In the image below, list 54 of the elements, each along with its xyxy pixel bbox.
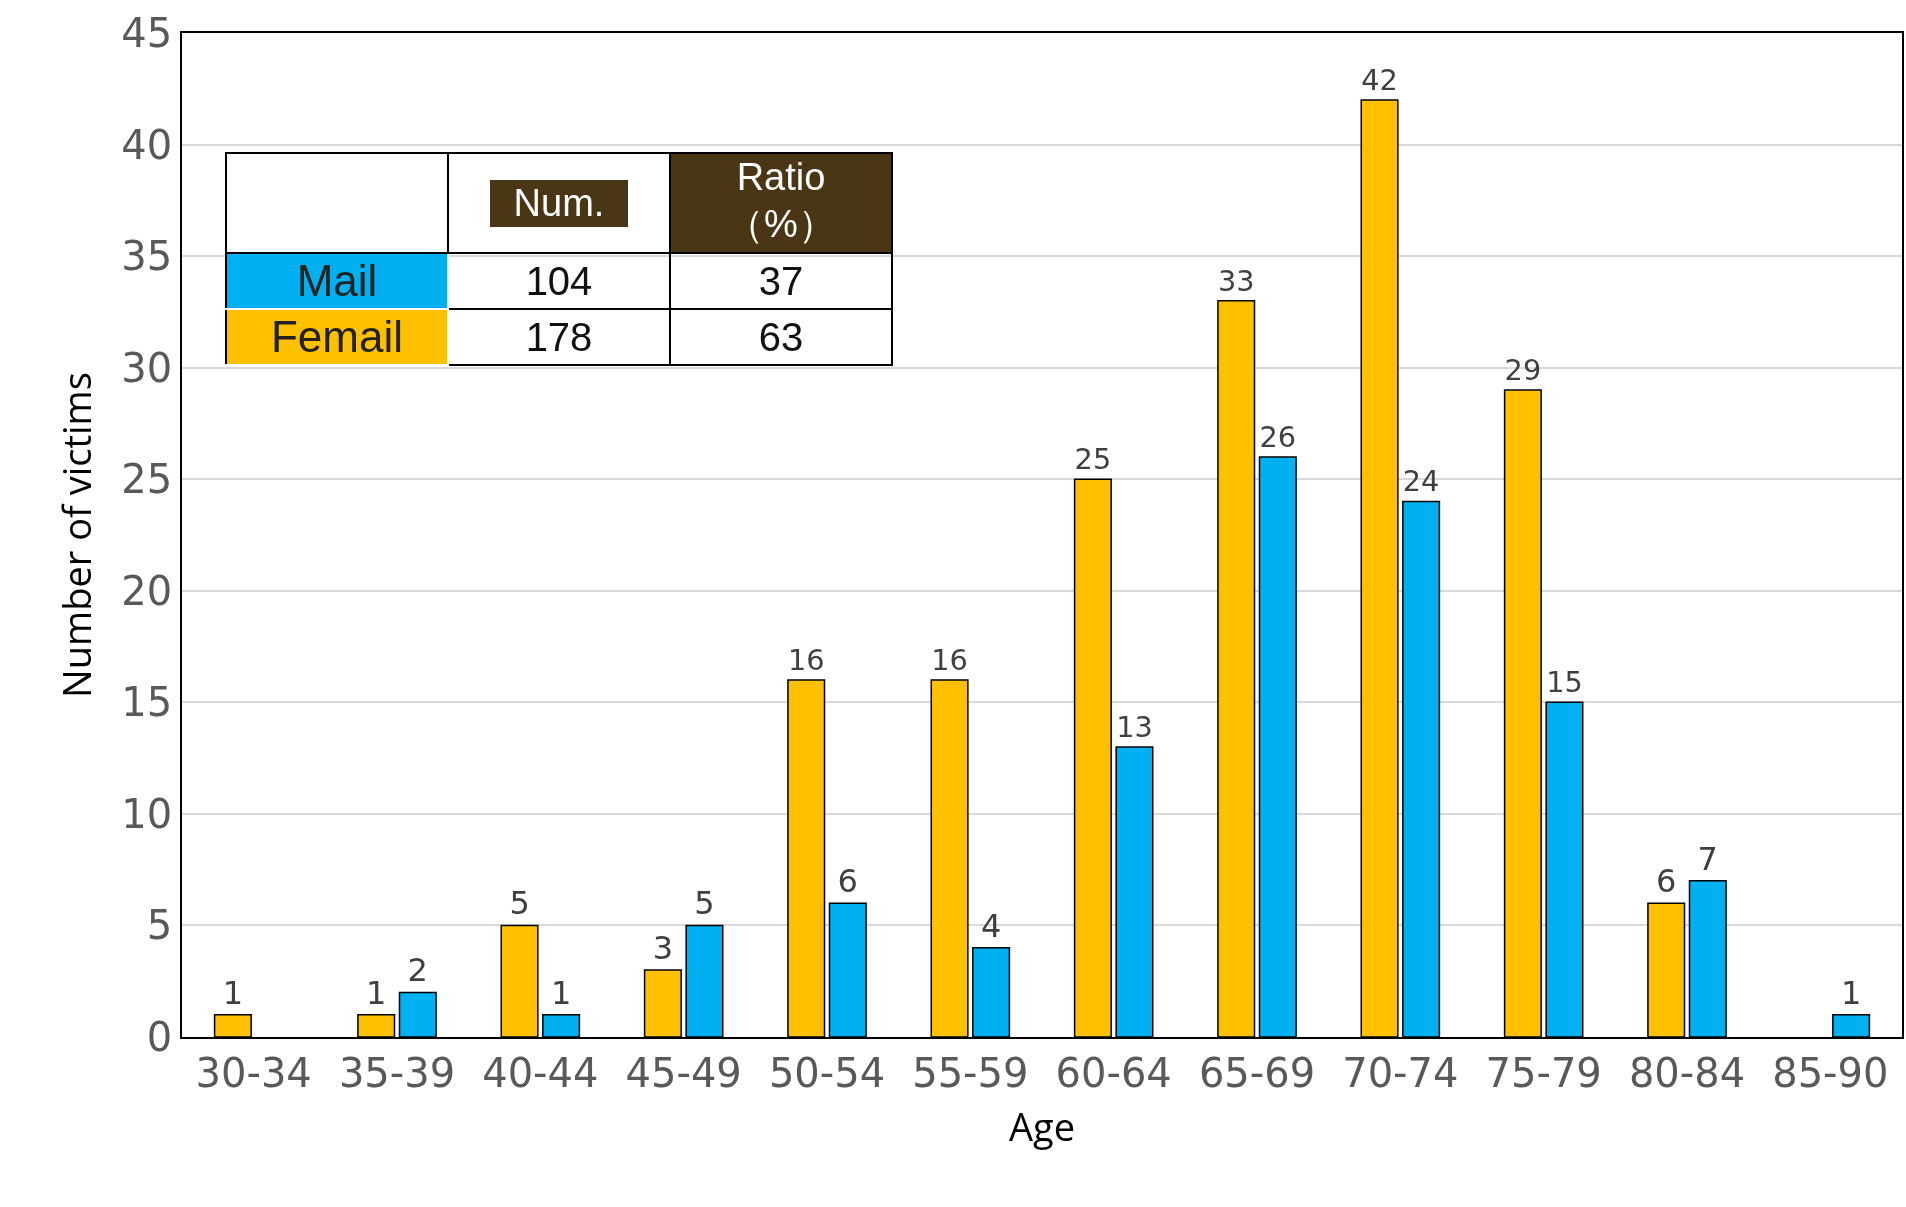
data-label: 2 [407,951,428,990]
data-label: 4 [980,906,1002,945]
x-axis-title: Age [1009,1100,1075,1153]
data-label: 42 [1361,62,1398,97]
y-tick-label: 15 [121,679,173,726]
y-tick-label: 0 [146,1014,173,1060]
x-tick-label: 45-49 [625,1049,742,1096]
data-label: 6 [837,862,858,901]
x-tick-label: 35-39 [338,1049,456,1096]
data-label: 5 [694,884,715,923]
x-tick-label: 60-64 [1055,1049,1172,1096]
text: Femail [226,309,448,365]
x-tick-label: 65-69 [1198,1049,1316,1096]
y-tick-label: 5 [146,902,173,949]
x-tick-label: 70-74 [1342,1049,1459,1096]
y-tick-label: 40 [121,121,173,168]
data-label: 7 [1697,839,1718,878]
data-label: 15 [1546,665,1583,700]
data-label: 16 [931,642,968,677]
x-tick-label: 80-84 [1628,1049,1746,1096]
annotation: Num. [489,179,629,227]
annotation: Ratio（%） [671,154,891,252]
data-label: 1 [366,973,387,1012]
data-label: 1 [550,973,572,1012]
data-label: 16 [787,642,825,677]
annotation: 37 [670,253,892,309]
x-tick-label: 40-44 [482,1049,599,1096]
data-label: 26 [1259,419,1297,454]
annotation: 104 [448,253,670,309]
x-tick-label: 55-59 [912,1049,1029,1096]
y-tick-label: 35 [121,233,173,280]
x-tick-label: 50-54 [768,1049,886,1096]
data-label: 1 [222,973,244,1012]
data-label: 3 [652,929,674,968]
y-axis-title: Number of victims [50,372,103,698]
data-label: 29 [1504,352,1542,387]
data-label: 13 [1116,709,1153,744]
annotation: 178 [448,309,670,365]
data-label: 25 [1074,442,1112,477]
y-tick-label: 25 [121,456,173,503]
x-tick-label: 85-90 [1772,1049,1889,1096]
y-tick-label: 20 [121,567,173,614]
y-tick-label: 45 [121,10,173,56]
text: Mail [226,253,448,309]
data-label: 5 [509,884,530,923]
x-tick-label: 30-34 [195,1049,312,1096]
x-tick-label: 75-79 [1485,1049,1602,1096]
y-tick-label: 10 [121,790,173,837]
annotation: 63 [670,309,892,365]
y-tick-label: 30 [121,344,173,391]
data-label: 24 [1402,464,1440,499]
data-label: 33 [1217,263,1255,298]
data-label: 1 [1840,973,1862,1012]
data-label: 6 [1656,862,1677,901]
